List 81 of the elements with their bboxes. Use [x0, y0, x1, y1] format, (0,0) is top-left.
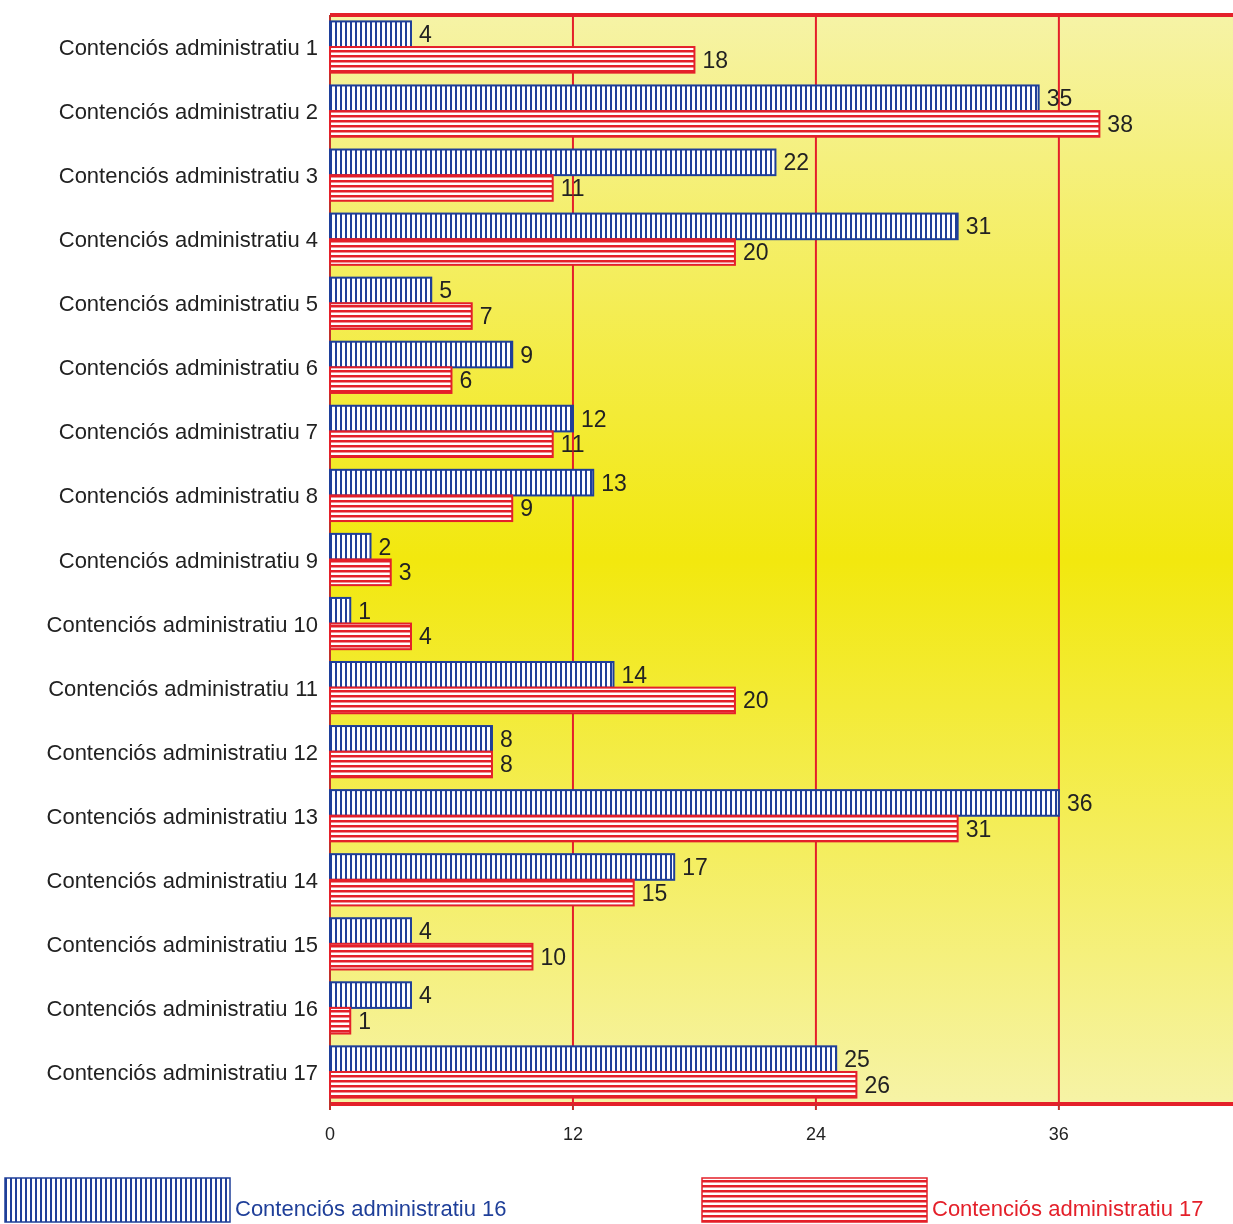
y-tick-label: Contenciós administratiu 14 — [46, 867, 318, 893]
data-label: 4 — [418, 918, 432, 945]
data-label: 13 — [601, 469, 627, 496]
y-tick-label: Contenciós administratiu 6 — [58, 355, 318, 381]
data-label: 18 — [702, 46, 729, 73]
bar — [329, 84, 1040, 113]
data-label: 31 — [965, 815, 992, 842]
data-label: 4 — [418, 982, 432, 1009]
bar — [329, 212, 959, 241]
y-tick-label: Contenciós administratiu 11 — [48, 675, 318, 701]
data-label: 22 — [783, 149, 810, 176]
data-label: 20 — [742, 687, 769, 714]
bar — [329, 596, 352, 625]
bar — [329, 981, 412, 1009]
bar — [329, 917, 412, 945]
text: Contenciós administratiu 16 — [235, 1196, 507, 1221]
y-tick-label: Contenciós administratiu 10 — [46, 611, 318, 637]
data-label: 17 — [682, 853, 708, 880]
data-label: 10 — [540, 943, 567, 970]
data-label: 6 — [459, 367, 473, 394]
bar — [329, 148, 777, 177]
bar — [329, 302, 473, 330]
text: Contenciós administratiu 17 — [932, 1196, 1204, 1221]
x-tick-label: 0 — [324, 1124, 336, 1144]
y-tick-label: Contenciós administratiu 5 — [58, 291, 318, 317]
bar — [329, 622, 412, 651]
bar — [329, 942, 534, 971]
data-label: 20 — [742, 239, 769, 266]
bar — [329, 430, 554, 459]
y-tick-label: Contenciós administratiu 13 — [46, 803, 318, 829]
x-tick-label: 36 — [1048, 1124, 1069, 1144]
y-tick-label: Contenciós administratiu 17 — [46, 1059, 318, 1085]
data-label: 4 — [418, 623, 432, 650]
y-tick-label: Contenciós administratiu 3 — [58, 163, 318, 189]
bar — [329, 494, 514, 523]
data-label: 26 — [864, 1071, 891, 1098]
y-tick-label: Contenciós administratiu 7 — [58, 419, 318, 445]
data-label: 3 — [398, 559, 412, 586]
y-tick-label: Contenciós administratiu 4 — [58, 227, 318, 253]
data-label: 1 — [358, 597, 372, 624]
bar — [329, 174, 554, 202]
bar — [329, 404, 574, 433]
bar — [329, 1006, 352, 1035]
data-label: 7 — [479, 303, 493, 330]
data-label: 38 — [1107, 110, 1133, 137]
data-label: 8 — [499, 751, 513, 778]
data-label: 8 — [499, 725, 513, 752]
data-label: 14 — [621, 661, 648, 688]
data-label: 15 — [641, 879, 668, 906]
bar — [329, 340, 514, 369]
data-label: 5 — [439, 277, 453, 304]
bar — [329, 532, 372, 561]
y-tick-label: Contenciós administratiu 16 — [46, 995, 318, 1021]
data-label: 12 — [580, 405, 607, 432]
data-label: 25 — [844, 1046, 870, 1073]
bar — [329, 468, 595, 497]
data-label: 31 — [965, 213, 992, 240]
x-tick-label: 12 — [562, 1124, 583, 1144]
y-tick-label: Contenciós administratiu 2 — [58, 99, 318, 125]
bar — [329, 789, 1060, 817]
bar — [329, 853, 676, 881]
bar — [329, 660, 615, 689]
data-label: 1 — [358, 1007, 372, 1034]
bar — [329, 725, 493, 753]
data-label: 36 — [1066, 789, 1093, 816]
bar — [329, 276, 433, 305]
data-label: 2 — [378, 533, 392, 560]
y-tick-label: Contenciós administratiu 1 — [58, 35, 318, 61]
bar — [329, 20, 412, 49]
bar — [329, 750, 493, 779]
data-label: 4 — [418, 21, 432, 48]
data-label: 9 — [520, 495, 534, 522]
bar — [329, 558, 392, 587]
y-tick-label: Contenciós administratiu 9 — [58, 547, 318, 573]
bar — [329, 1045, 838, 1073]
data-label: 9 — [520, 341, 534, 368]
x-tick-label: 24 — [805, 1124, 826, 1144]
y-tick-label: Contenciós administratiu 8 — [58, 483, 318, 509]
y-tick-label: Contenciós administratiu 15 — [46, 931, 318, 957]
bar — [329, 366, 453, 394]
y-tick-label: Contenciós administratiu 12 — [46, 739, 318, 765]
